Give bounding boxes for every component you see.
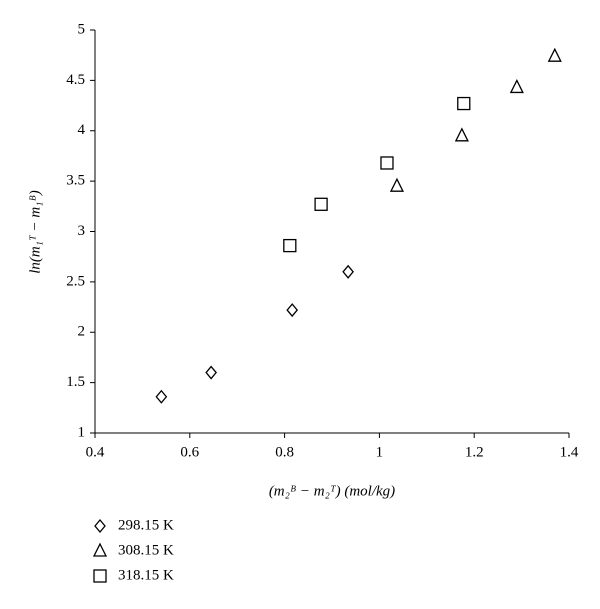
legend-label: 308.15 K (118, 542, 174, 558)
y-tick-label: 4.5 (66, 72, 85, 88)
legend-label: 298.15 K (118, 517, 174, 533)
y-tick-label: 2 (78, 324, 86, 340)
y-tick-label: 3.5 (66, 173, 85, 189)
y-tick-label: 5 (78, 21, 86, 37)
marker (93, 569, 107, 583)
x-tick-label: 0.4 (86, 444, 105, 460)
x-tick-label: 1.2 (465, 444, 484, 460)
marker (454, 127, 469, 142)
marker (205, 365, 217, 380)
x-tick-label: 0.8 (275, 444, 294, 460)
y-tick-label: 3 (78, 223, 86, 239)
marker (155, 389, 168, 404)
x-axis-label: (m₂ᴮ − m₂ᵀ) (mol/kg) (269, 483, 395, 499)
x-tick-label: 1 (376, 444, 384, 460)
marker (314, 197, 328, 211)
marker (286, 303, 299, 318)
marker (380, 156, 394, 170)
y-tick-label: 1 (78, 424, 86, 440)
x-tick-label: 1.4 (560, 444, 579, 460)
marker (342, 264, 354, 279)
y-axis-label: ln(m₁ᵀ − m₁ᴮ) (27, 190, 43, 273)
x-tick-label: 0.6 (180, 444, 199, 460)
marker (457, 96, 471, 111)
marker (389, 177, 404, 192)
marker (547, 47, 562, 62)
y-tick-label: 4 (78, 122, 86, 138)
marker (94, 518, 106, 534)
legend-label: 318.15 K (118, 567, 174, 583)
y-tick-label: 1.5 (66, 374, 85, 390)
marker (92, 542, 108, 557)
y-tick-label: 2.5 (66, 273, 85, 289)
marker (283, 238, 297, 253)
marker (509, 78, 524, 94)
